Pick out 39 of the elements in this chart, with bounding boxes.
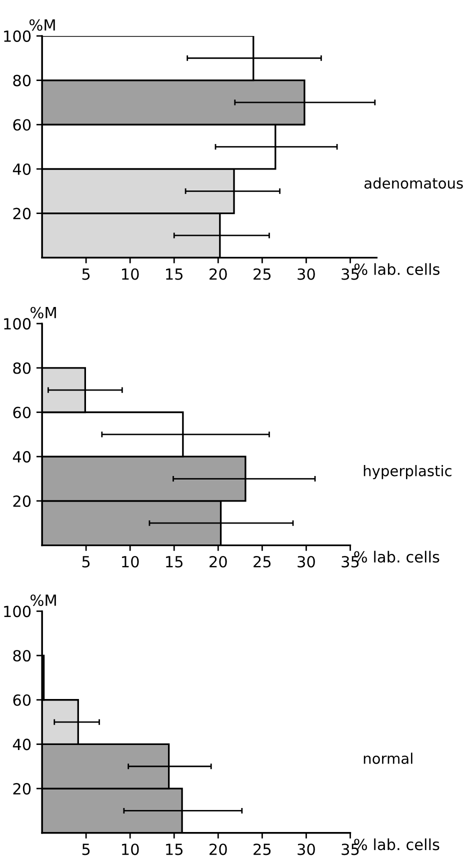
x-tick-label: 30 [298, 268, 315, 280]
x-tick-label: 20 [210, 268, 227, 280]
x-tick-label: 30 [298, 556, 315, 568]
x-tick-label: 25 [254, 844, 271, 856]
x-tick-label: 15 [166, 844, 183, 856]
y-tick-label: 100 [4, 318, 31, 330]
x-tick-label: 5 [82, 556, 90, 568]
text: hyperplastic [364, 465, 452, 480]
x-tick-label: 10 [122, 556, 139, 568]
y-tick-label: 20 [13, 783, 31, 795]
text: normal [364, 752, 412, 764]
x-tick-label: 25 [254, 556, 271, 568]
y-tick-label: 40 [12, 451, 31, 463]
y-tick-label: 60 [13, 119, 31, 131]
annotation: adenomatous [364, 177, 463, 189]
y-tick-label: 20 [13, 208, 31, 220]
y-tick-label: 80 [13, 362, 31, 374]
x-tick-label: 10 [122, 844, 139, 856]
y-tick-label: 60 [13, 694, 31, 706]
y-axis-title: %M [30, 594, 56, 606]
y-tick-label: 40 [12, 163, 31, 175]
x-tick-label: 30 [298, 844, 315, 856]
y-axis-title: %M [29, 19, 55, 31]
y-axis-title: %M [30, 306, 56, 318]
x-tick-label: 15 [166, 268, 183, 280]
x-tick-label: 10 [122, 268, 139, 280]
x-tick-label: 20 [210, 556, 227, 568]
x-tick-label: 15 [166, 556, 183, 568]
x-tick-label: 5 [82, 844, 90, 856]
y-tick-label: 80 [13, 650, 31, 662]
y-tick-label: 100 [4, 30, 31, 42]
x-tick-label: 20 [210, 844, 227, 856]
y-tick-label: 20 [13, 495, 31, 507]
y-tick-label: 60 [13, 406, 31, 418]
y-tick-label: 100 [4, 606, 31, 618]
y-tick-label: 40 [12, 738, 31, 750]
x-tick-label: 5 [82, 268, 90, 280]
x-tick-label: 25 [254, 268, 271, 280]
y-tick-label: 80 [13, 74, 31, 86]
